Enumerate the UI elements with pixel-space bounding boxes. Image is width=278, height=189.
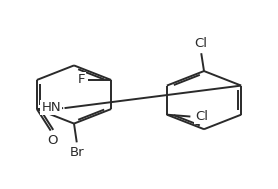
Text: F: F	[78, 74, 85, 86]
Text: Cl: Cl	[195, 110, 208, 123]
Text: Br: Br	[70, 146, 84, 159]
Text: O: O	[47, 134, 57, 147]
Text: Cl: Cl	[195, 37, 208, 50]
Text: HN: HN	[41, 101, 61, 114]
